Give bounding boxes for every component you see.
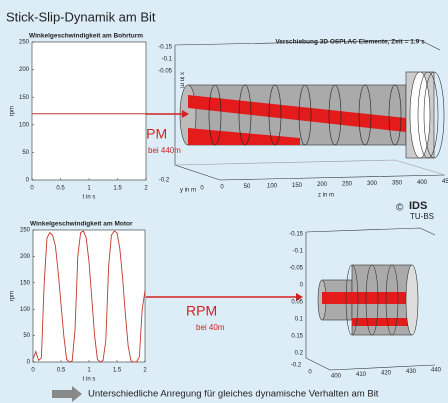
axis-label: x in m [178, 72, 184, 88]
y-tick-label: 0 [26, 178, 30, 184]
y-tick-label: 200 [20, 254, 31, 260]
v-tick-label: -0.05 [289, 266, 303, 272]
z-tick-label: 100 [267, 183, 278, 189]
chart-title: Winkelgeschwindigkeit am Bohrturm [29, 33, 143, 40]
y-tick-label: -0.2 [291, 363, 302, 369]
view-3d-top [175, 40, 445, 180]
x-tick-label: 0.5 [57, 368, 66, 374]
axis-label: rpm [10, 291, 16, 301]
z-tick-label: 400 [417, 180, 428, 186]
chart-title: Winkelgeschwindigkeit am Motor [30, 221, 133, 228]
logo: TU-BS [410, 212, 434, 221]
v-tick-label: 0.15 [291, 334, 303, 340]
z-tick-label: 250 [342, 182, 353, 188]
v-tick-label: -0.05 [158, 69, 172, 75]
plot-area [32, 42, 146, 180]
logo: © [396, 203, 404, 214]
z-tick-label: 50 [244, 184, 251, 190]
slide-title: Stick-Slip-Dynamik am Bit [6, 9, 156, 24]
axis-label: t in s [83, 377, 96, 383]
x-tick-label: 2 [143, 368, 147, 374]
slide: Stick-Slip-Dynamik am Bit [0, 0, 448, 403]
z-tick-label: 450 [442, 179, 448, 185]
axis-label: t in s [83, 195, 96, 201]
x-tick-label: 1.5 [113, 368, 122, 374]
x-tick-label: 0 [30, 186, 34, 192]
y-tick-label: 0 [200, 186, 204, 192]
v-tick-label: 0.05 [291, 300, 303, 306]
z-tick-label: 410 [356, 372, 367, 378]
z-tick-label: 420 [381, 371, 392, 377]
view-3d-bottom [306, 228, 435, 370]
v-tick-label: -0.1 [293, 249, 304, 255]
axis-label: z in m [318, 193, 334, 199]
y-tick-label: 100 [20, 307, 31, 313]
z-tick-label: 440 [431, 368, 442, 374]
annotation-note: bei 40m [196, 323, 225, 332]
x-tick-label: 1.5 [113, 186, 122, 192]
y-tick-label: 0 [27, 360, 31, 366]
y-tick-label: -0.2 [159, 178, 170, 184]
annotation-note: bei 440m [148, 146, 181, 155]
y-tick-label: 50 [23, 333, 30, 339]
v-tick-label: -0.15 [289, 232, 303, 238]
x-tick-label: 0.5 [56, 186, 65, 192]
z-tick-label: 200 [317, 182, 328, 188]
y-tick-label: 150 [20, 280, 31, 286]
view-title: Verschiebung 3D OSPLAC Elemente, Zeit = … [275, 39, 425, 46]
x-tick-label: 1 [87, 368, 91, 374]
logo: IDS [409, 200, 427, 212]
y-tick-label: 250 [20, 228, 31, 234]
x-tick-label: 0 [31, 368, 35, 374]
x-tick-label: 1 [87, 186, 91, 192]
annotation-label: RPM [186, 303, 217, 319]
x-tick-label: 2 [144, 186, 148, 192]
y-tick-label: 50 [22, 150, 29, 156]
axis-label: y in m [180, 188, 196, 194]
y-tick-label: 200 [19, 67, 30, 73]
z-tick-label: 430 [406, 369, 417, 375]
z-tick-label: 150 [292, 183, 303, 189]
v-tick-label: 0.2 [295, 351, 304, 357]
v-tick-label: -0.15 [158, 45, 172, 51]
y-tick-label: 0 [308, 370, 312, 376]
v-tick-label: 0 [300, 283, 304, 289]
axis-label: rpm [10, 106, 16, 116]
z-tick-label: 350 [392, 180, 403, 186]
y-tick-label: 250 [19, 40, 30, 46]
footer-arrow [52, 386, 82, 402]
v-tick-label: 0.1 [295, 317, 304, 323]
y-tick-label: 150 [19, 95, 30, 101]
y-tick-label: 100 [19, 122, 30, 128]
footer-text: Unterschiedliche Anregung für gleiches d… [88, 389, 379, 400]
z-tick-label: 400 [331, 374, 342, 380]
v-tick-label: -0.1 [162, 57, 173, 63]
z-tick-label: 0 [220, 185, 224, 191]
z-tick-label: 300 [367, 181, 378, 187]
